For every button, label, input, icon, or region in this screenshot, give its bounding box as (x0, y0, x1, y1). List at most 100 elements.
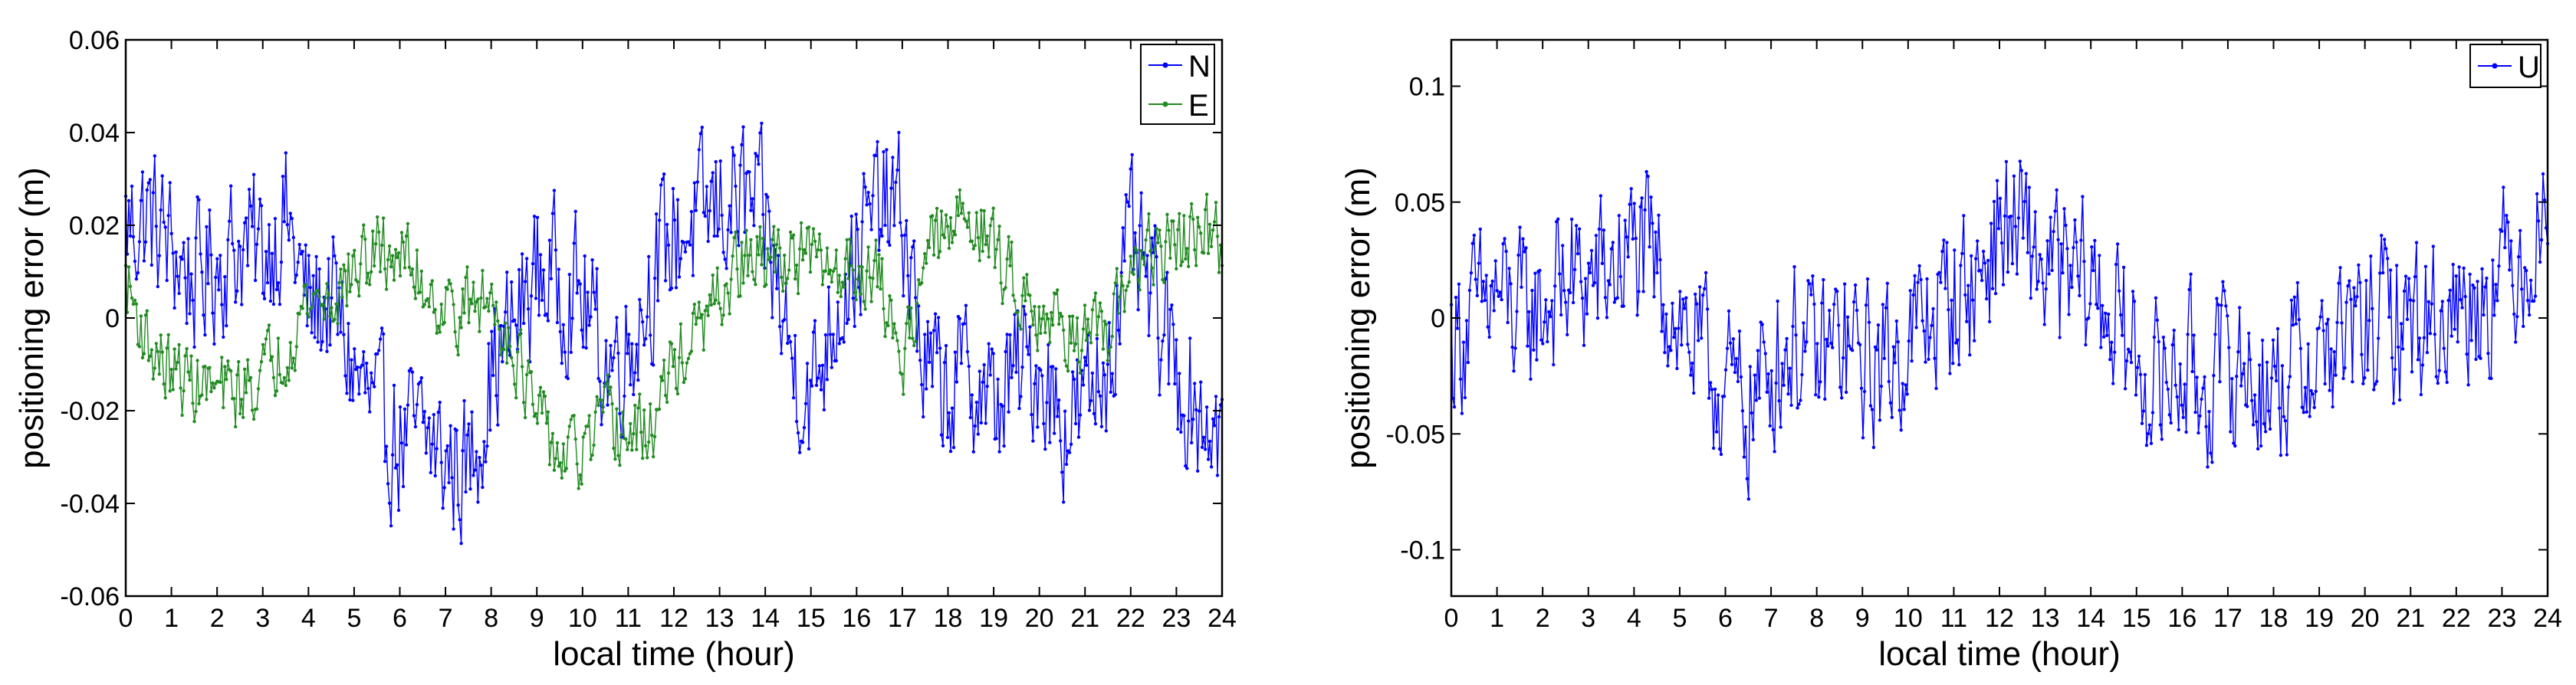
data-point (1078, 371, 1083, 375)
data-point (475, 450, 478, 454)
data-point (1879, 384, 1884, 388)
data-point (2257, 363, 2262, 367)
data-point (802, 425, 807, 430)
data-point (520, 365, 524, 369)
data-point (840, 336, 845, 340)
data-point (1547, 310, 1551, 314)
data-point (458, 316, 462, 320)
data-point (1609, 247, 1613, 251)
data-point (554, 457, 558, 460)
data-point (350, 358, 353, 362)
data-point (1980, 278, 1984, 283)
data-point (1024, 313, 1027, 316)
data-point (808, 270, 813, 274)
data-point (1048, 441, 1052, 444)
data-point (179, 386, 182, 390)
data-point (2058, 336, 2062, 339)
data-point (244, 216, 248, 220)
data-point (1847, 344, 1852, 348)
data-point (993, 265, 997, 270)
data-point (501, 359, 504, 364)
data-point (182, 388, 186, 393)
data-point (430, 279, 434, 283)
data-point (686, 356, 691, 361)
data-point (843, 257, 847, 261)
data-point (554, 248, 558, 252)
data-point (1121, 226, 1125, 230)
data-point (206, 281, 210, 286)
data-point (1543, 320, 1546, 324)
data-point (197, 198, 201, 202)
data-point (726, 291, 730, 295)
data-point (387, 244, 392, 248)
data-point (424, 451, 428, 455)
data-point (383, 267, 387, 271)
data-point (1135, 248, 1138, 252)
data-point (717, 227, 721, 231)
x-tick-label: 4 (301, 604, 316, 633)
data-point (377, 230, 381, 234)
data-point (1951, 362, 1955, 365)
data-point (853, 324, 856, 329)
data-point (433, 474, 437, 478)
data-point (2528, 278, 2533, 282)
x-tick-label: 5 (1672, 604, 1687, 633)
data-point (1118, 342, 1122, 346)
data-point (900, 234, 904, 238)
data-point (1034, 364, 1038, 368)
data-point (2329, 347, 2333, 351)
x-tick-label: 6 (1718, 604, 1733, 633)
data-point (819, 248, 823, 252)
data-point (2212, 373, 2216, 378)
data-point (2065, 247, 2069, 251)
data-point (912, 343, 916, 348)
data-point (168, 389, 172, 393)
data-point (1658, 257, 1662, 262)
data-point (504, 321, 508, 325)
data-point (203, 365, 207, 369)
data-point (526, 359, 531, 363)
data-point (450, 476, 454, 480)
data-point (849, 215, 853, 218)
data-point (1050, 310, 1053, 315)
data-point (1555, 220, 1559, 224)
data-point (1643, 208, 1647, 212)
data-point (419, 375, 423, 380)
data-point (2072, 246, 2075, 250)
data-point (973, 424, 978, 428)
data-point (2167, 413, 2171, 417)
data-point (258, 369, 262, 372)
data-point (1814, 393, 1818, 397)
data-point (1945, 241, 1949, 244)
data-point (706, 239, 710, 244)
data-point (371, 229, 375, 233)
data-point (1996, 227, 2001, 231)
data-point (544, 421, 549, 425)
data-point (1757, 396, 1761, 400)
data-point (976, 236, 981, 240)
legend-marker-u (2492, 63, 2498, 69)
data-point (880, 257, 884, 261)
data-point (1692, 391, 1696, 395)
data-point (1631, 237, 1635, 241)
data-point (2517, 255, 2521, 259)
data-point (2443, 370, 2447, 374)
data-point (799, 221, 803, 225)
data-point (1995, 179, 1999, 182)
data-point (336, 322, 340, 326)
data-point (629, 383, 632, 387)
data-point (1606, 279, 1611, 283)
data-point (928, 331, 933, 335)
data-point (1714, 430, 1719, 434)
data-point (721, 251, 725, 254)
data-point (1125, 284, 1129, 288)
data-point (194, 236, 198, 240)
data-point (245, 264, 250, 267)
data-point (1960, 251, 1964, 255)
data-point (1043, 330, 1047, 335)
data-point (1063, 359, 1067, 362)
data-point (978, 369, 982, 373)
data-point (1971, 298, 1975, 302)
data-point (2024, 172, 2028, 175)
data-point (2289, 298, 2294, 302)
